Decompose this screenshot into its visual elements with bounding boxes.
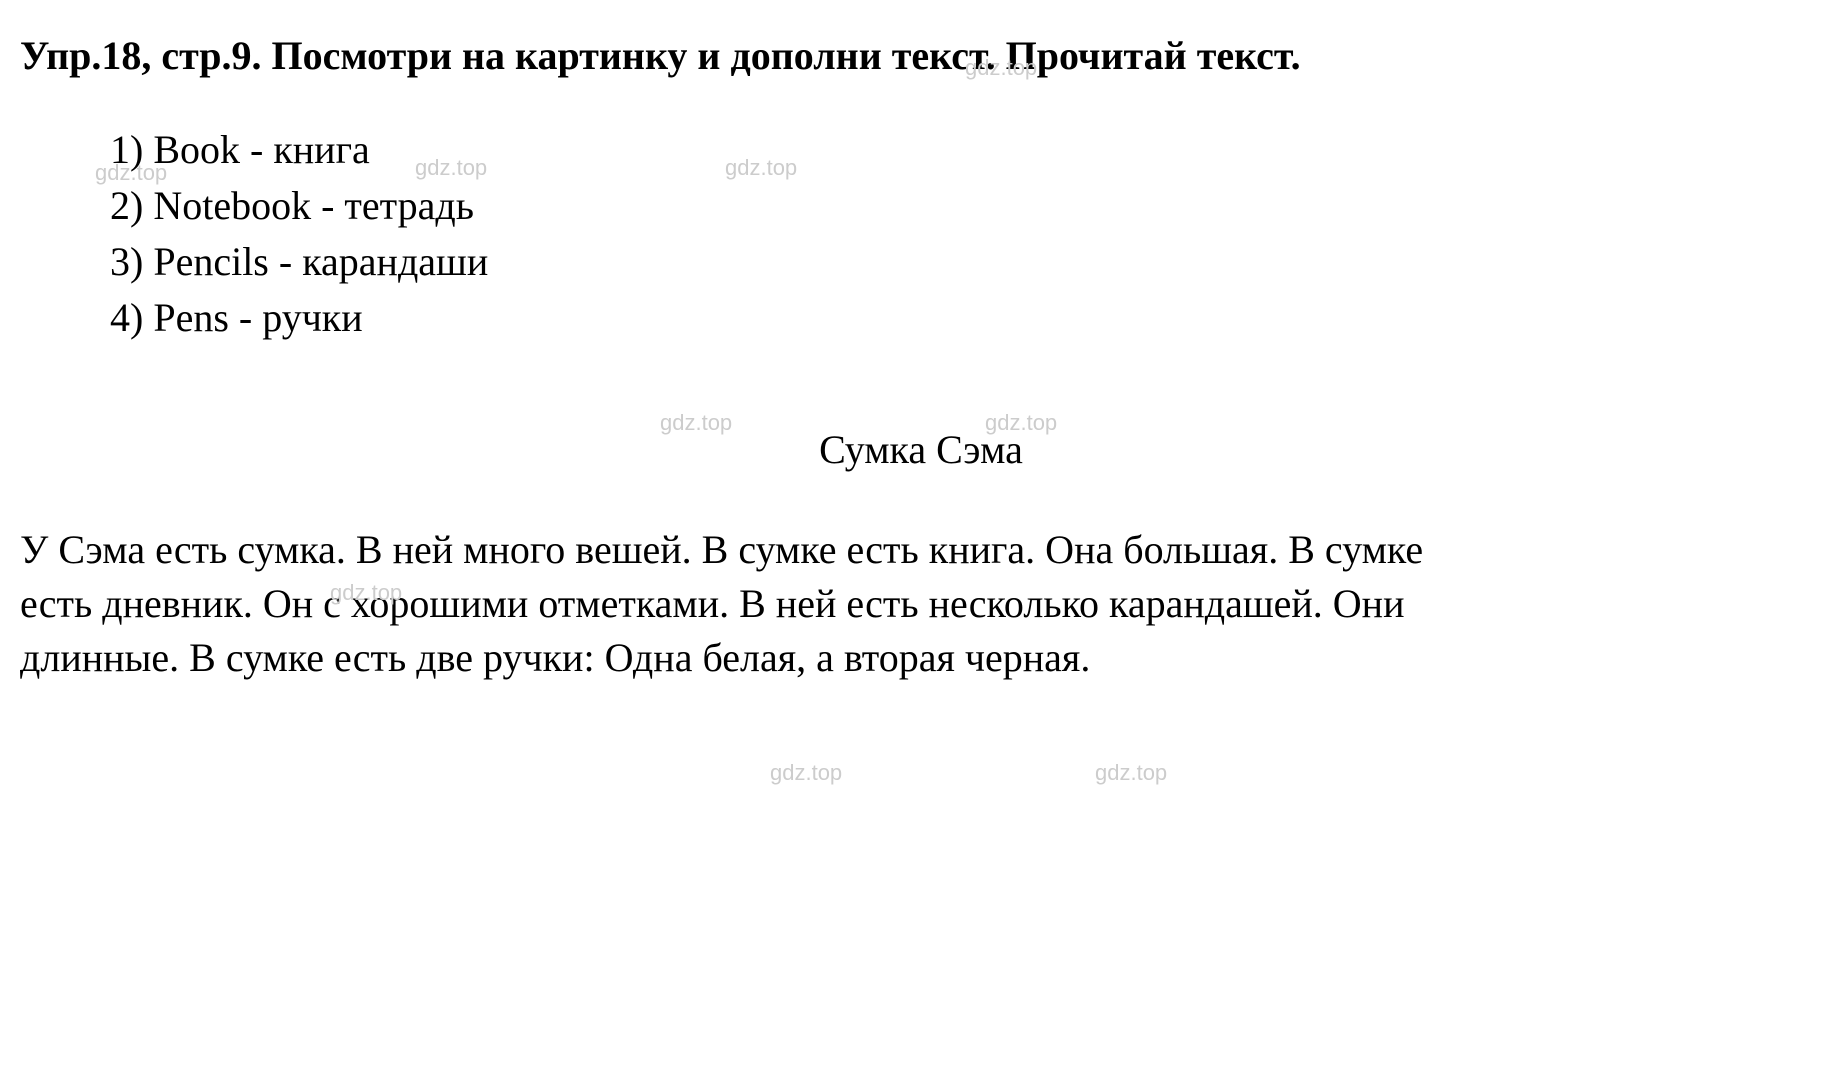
exercise-heading: Упр.18, стр.9. Посмотри на картинку и до… <box>20 30 1822 82</box>
watermark: gdz.top <box>770 760 842 786</box>
list-number: 2) <box>110 183 143 228</box>
story-body: У Сэма есть сумка. В ней много вешей. В … <box>20 523 1460 685</box>
list-text: Pencils - карандаши <box>153 239 488 284</box>
list-text: Book - книга <box>153 127 369 172</box>
vocabulary-list: 1) Book - книга 2) Notebook - тетрадь 3)… <box>110 122 1822 346</box>
story-title-row: Сумка Сэма <box>20 426 1822 473</box>
list-text: Pens - ручки <box>153 295 362 340</box>
list-text: Notebook - тетрадь <box>153 183 474 228</box>
list-item: 3) Pencils - карандаши <box>110 234 1822 290</box>
list-number: 4) <box>110 295 143 340</box>
list-number: 1) <box>110 127 143 172</box>
watermark: gdz.top <box>1095 760 1167 786</box>
list-item: 1) Book - книга <box>110 122 1822 178</box>
list-item: 4) Pens - ручки <box>110 290 1822 346</box>
list-item: 2) Notebook - тетрадь <box>110 178 1822 234</box>
story-title: Сумка Сэма <box>819 426 1023 473</box>
list-number: 3) <box>110 239 143 284</box>
